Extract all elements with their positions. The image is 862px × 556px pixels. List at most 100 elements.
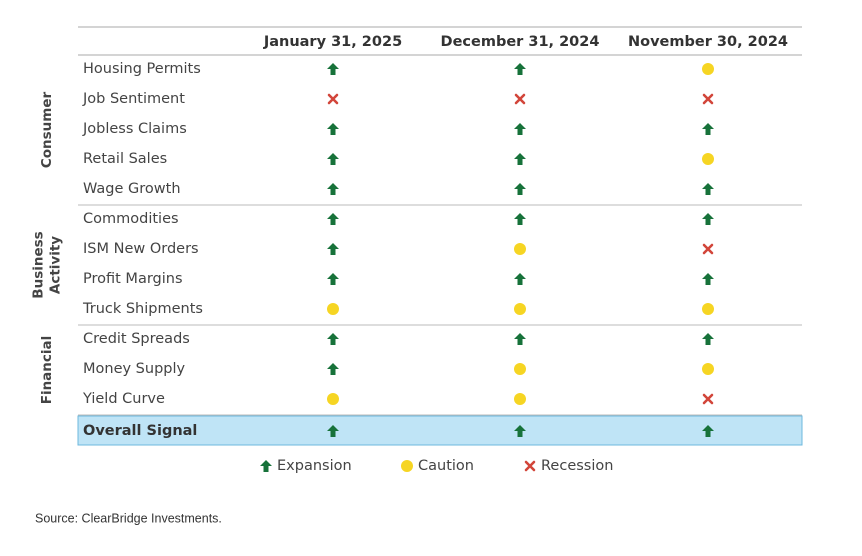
arrow-up (514, 273, 526, 285)
cross (702, 243, 714, 255)
signal-icon (702, 243, 714, 255)
arrow-up (702, 123, 714, 135)
caution-dot (327, 303, 339, 315)
group-label: Consumer (39, 92, 55, 169)
signal-icon (702, 303, 714, 315)
signal-icon (514, 273, 526, 285)
signal-icon (327, 183, 339, 195)
row-label: Yield Curve (82, 391, 165, 407)
signal-icon (514, 333, 526, 345)
signal-icon (327, 333, 339, 345)
signal-icon (327, 63, 339, 75)
arrow-up (327, 123, 339, 135)
caution-dot (514, 393, 526, 405)
signal-icon (702, 123, 714, 135)
legend-icon (260, 460, 272, 472)
arrow-up (327, 63, 339, 75)
arrow-up (514, 63, 526, 75)
row-label: Wage Growth (83, 181, 181, 197)
signal-icon (514, 153, 526, 165)
cross (524, 460, 536, 472)
signal-icon (514, 425, 526, 437)
arrow-up (327, 363, 339, 375)
column-header: January 31, 2025 (263, 34, 402, 50)
signal-icon (702, 333, 714, 345)
signal-icon (327, 153, 339, 165)
arrow-up (702, 333, 714, 345)
arrow-up (514, 183, 526, 195)
signal-icon (514, 303, 526, 315)
cross (702, 393, 714, 405)
group-label: Activity (48, 236, 64, 294)
arrow-up (260, 460, 272, 472)
signal-icon (327, 425, 339, 437)
arrow-up (327, 153, 339, 165)
arrow-up (514, 213, 526, 225)
signal-icon (702, 425, 714, 437)
arrow-up (327, 333, 339, 345)
signal-icon (702, 183, 714, 195)
caution-dot (514, 363, 526, 375)
signal-icon (514, 93, 526, 105)
signal-icon (514, 243, 526, 255)
row-label: Credit Spreads (83, 331, 190, 347)
arrow-up (702, 183, 714, 195)
signal-icon (327, 93, 339, 105)
signal-icon (327, 243, 339, 255)
row-label: Housing Permits (83, 61, 201, 77)
signal-icon (514, 63, 526, 75)
legend-label: Expansion (277, 458, 352, 474)
legend-icon (401, 460, 413, 472)
legend-icon (524, 460, 536, 472)
signal-icon (514, 123, 526, 135)
group-label: Financial (39, 336, 55, 405)
caution-dot (514, 303, 526, 315)
row-label: ISM New Orders (83, 241, 199, 257)
signal-icon (327, 213, 339, 225)
arrow-up (514, 333, 526, 345)
signal-icon (702, 213, 714, 225)
cross (327, 93, 339, 105)
signal-icon (327, 123, 339, 135)
signal-icon (327, 393, 339, 405)
arrow-up (327, 273, 339, 285)
signal-icon (702, 363, 714, 375)
arrow-up (327, 183, 339, 195)
signal-icon (514, 393, 526, 405)
signal-icon (514, 183, 526, 195)
signal-icon (327, 363, 339, 375)
overall-band (77, 415, 803, 446)
arrow-up (327, 425, 339, 437)
arrow-up (702, 425, 714, 437)
caution-dot (702, 363, 714, 375)
signal-icon (702, 273, 714, 285)
column-header: December 31, 2024 (441, 34, 600, 50)
signal-icon (327, 273, 339, 285)
row-label: Retail Sales (83, 151, 167, 167)
row-label: Truck Shipments (82, 301, 203, 317)
source-note: Source: ClearBridge Investments. (35, 511, 222, 525)
signal-icon (702, 93, 714, 105)
caution-dot (401, 460, 413, 472)
group-label: Business (31, 231, 47, 298)
row-label: Profit Margins (83, 271, 183, 287)
legend-label: Recession (541, 458, 613, 474)
cross (514, 93, 526, 105)
signal-icon (514, 363, 526, 375)
row-label: Money Supply (83, 361, 186, 377)
arrow-up (327, 243, 339, 255)
row-label: Job Sentiment (82, 91, 185, 107)
row-label: Commodities (83, 211, 179, 227)
caution-dot (702, 63, 714, 75)
row-label: Jobless Claims (82, 121, 187, 137)
arrow-up (514, 123, 526, 135)
signal-icon (702, 63, 714, 75)
arrow-up (702, 213, 714, 225)
caution-dot (702, 303, 714, 315)
caution-dot (327, 393, 339, 405)
arrow-up (514, 425, 526, 437)
signal-icon (702, 153, 714, 165)
signal-icon (702, 393, 714, 405)
caution-dot (702, 153, 714, 165)
